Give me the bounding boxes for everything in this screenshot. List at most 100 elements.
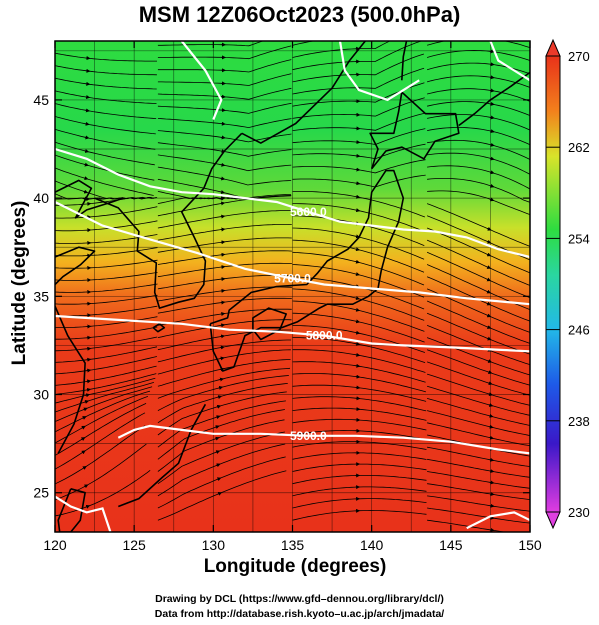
streamline-arrow: [355, 247, 361, 252]
streamline-arrow: [81, 450, 86, 455]
contour-line: [55, 314, 530, 353]
streamline-arrow: [220, 345, 225, 350]
streamline-arrow: [490, 129, 495, 134]
streamline-arrow: [217, 492, 223, 496]
streamline-arrow: [488, 403, 494, 407]
streamline-arrow: [355, 341, 361, 346]
y-tick-label: 40: [33, 190, 49, 206]
streamline-arrow: [84, 149, 90, 153]
coastline-honshu-kyushu: [209, 169, 405, 372]
streamline-arrow: [220, 196, 226, 201]
contour-label: 5700.0: [274, 272, 311, 286]
y-tick-label: 35: [33, 288, 49, 304]
streamline-arrow: [489, 492, 495, 496]
x-tick-label: 125: [122, 537, 146, 553]
contour-line: [55, 147, 530, 259]
streamline-arrow: [486, 277, 492, 282]
streamline-arrow: [355, 374, 361, 379]
streamline-arrow: [215, 463, 221, 468]
y-tick-label: 30: [33, 387, 49, 403]
streamline-arrow: [489, 424, 494, 429]
streamline-arrow: [489, 435, 494, 440]
contour-labels: 5600.0 5700.0 5800.0 5900.0: [274, 205, 343, 443]
coastline-kurils: [458, 71, 530, 127]
streamline-arrow: [486, 301, 492, 306]
streamline-arrow: [355, 307, 361, 312]
colorbar-tick-label: 238: [568, 414, 590, 429]
height-contours: [55, 41, 530, 532]
streamline-arrow: [489, 503, 495, 508]
streamline-arrow: [488, 413, 494, 418]
streamline-arrow: [85, 393, 91, 398]
coastline-china-coast: [55, 305, 86, 454]
coastline-ryukyu: [118, 403, 207, 508]
coastline-russia-coast: [241, 41, 366, 144]
streamline-arrow: [86, 379, 92, 384]
axis-ticks: 120 125 130 135 140 145 150 25 30 35 40 45: [33, 41, 542, 553]
streamline-arrow: [489, 527, 495, 532]
streamline-arrow: [355, 272, 360, 277]
streamline-arrow: [486, 313, 492, 318]
contour-label: 5600.0: [290, 205, 327, 219]
streamline-arrow: [486, 265, 492, 269]
streamline-arrow: [84, 121, 90, 126]
streamline-arrow: [86, 368, 92, 373]
streamline-arrow: [489, 75, 495, 80]
streamline-arrow: [86, 357, 92, 362]
streamline-arrow: [84, 162, 89, 167]
streamline-arrow: [85, 81, 91, 86]
y-tick-label: 25: [33, 485, 49, 501]
streamline-arrow: [220, 190, 226, 194]
y-tick-label: 45: [33, 92, 49, 108]
streamline-arrow: [82, 466, 87, 470]
streamline-arrow: [487, 226, 492, 231]
streamline-arrow: [220, 312, 226, 316]
footer-credit-data: Data from http://database.rish.kyoto–u.a…: [154, 608, 445, 620]
streamline-arrow: [486, 325, 492, 329]
contour-label: 5800.0: [306, 329, 343, 343]
streamline-arrow: [83, 407, 88, 412]
streamline-arrow: [490, 88, 495, 93]
streamline-arrow: [355, 167, 361, 172]
streamline-arrow: [486, 252, 492, 257]
streamline-arrow: [355, 296, 361, 301]
contour-label: 5900.0: [290, 429, 327, 443]
streamline-arrow: [489, 469, 495, 474]
streamline-arrow: [219, 377, 225, 382]
x-tick-label: 120: [43, 537, 67, 553]
contour-line-secondary: [338, 41, 420, 102]
streamline-arrow: [83, 484, 89, 489]
streamline-arrow: [488, 392, 493, 396]
streamline-arrow: [86, 387, 91, 392]
streamline-arrow: [85, 504, 91, 509]
streamline-arrow: [220, 240, 226, 245]
coastline-shikoku: [252, 307, 287, 341]
streamline-arrow: [220, 162, 226, 167]
contour-line-secondary: [180, 41, 223, 121]
streamline-arrow: [220, 214, 226, 219]
streamline-arrow: [486, 336, 492, 341]
streamline-arrow: [85, 108, 90, 113]
streamline-arrow: [220, 135, 226, 140]
streamline-arrow: [355, 330, 361, 335]
streamline-arrow: [355, 352, 361, 357]
streamline-arrow: [214, 436, 220, 441]
streamline-arrow: [355, 208, 361, 213]
coastline-jeju: [152, 323, 166, 333]
streamline-arrow: [489, 515, 495, 520]
colorbar: 270 262 254 246 238 230: [545, 38, 590, 530]
coastline-hokkaido: [369, 91, 460, 170]
x-tick-label: 150: [518, 537, 542, 553]
streamline-arrow: [355, 259, 360, 264]
coastline-liaodong: [55, 179, 124, 219]
coastlines: [55, 41, 530, 532]
streamline-arrow: [486, 239, 492, 244]
streamline-arrow: [220, 176, 226, 181]
streamline-arrow: [216, 404, 222, 409]
streamline-arrow: [216, 477, 222, 482]
streamline-arrow: [487, 370, 493, 375]
streamline-arrow: [489, 183, 495, 188]
streamline-arrow: [489, 62, 495, 67]
colorbar-tick-label: 254: [568, 231, 590, 246]
streamline-arrow: [220, 323, 226, 328]
